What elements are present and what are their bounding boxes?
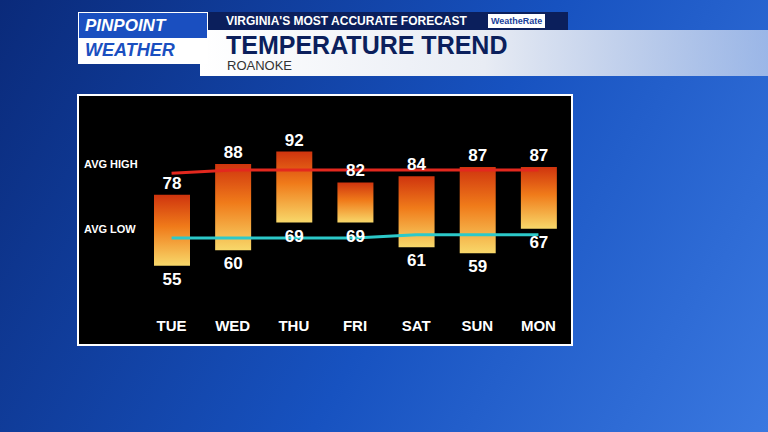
svg-text:AVG LOW: AVG LOW — [84, 223, 136, 235]
svg-text:FRI: FRI — [343, 317, 367, 334]
svg-text:69: 69 — [346, 227, 365, 246]
svg-text:88: 88 — [224, 143, 243, 162]
svg-text:61: 61 — [407, 251, 426, 270]
html-text:TEMPERATURE TREND: TEMPERATURE TREND — [226, 31, 508, 59]
svg-text:MON: MON — [521, 317, 556, 334]
svg-text:AVG HIGH: AVG HIGH — [84, 158, 138, 170]
svg-text:60: 60 — [224, 254, 243, 273]
svg-text:69: 69 — [285, 227, 304, 246]
svg-text:THU: THU — [278, 317, 309, 334]
svg-text:SUN: SUN — [461, 317, 493, 334]
svg-text:87: 87 — [468, 146, 487, 165]
html-text:WeatheRate: WeatheRate — [491, 16, 543, 26]
html-text:PINPOINT: PINPOINT — [85, 16, 166, 35]
svg-text:SAT: SAT — [402, 317, 431, 334]
svg-text:87: 87 — [529, 146, 548, 165]
svg-text:WED: WED — [215, 317, 250, 334]
svg-text:55: 55 — [163, 270, 182, 289]
svg-text:TUE: TUE — [157, 317, 187, 334]
html-text:VIRGINIA'S MOST ACCURATE FOREC: VIRGINIA'S MOST ACCURATE FORECAST — [226, 14, 467, 28]
svg-text:78: 78 — [163, 174, 182, 193]
svg-text:67: 67 — [529, 233, 548, 252]
html-text:WEATHER: WEATHER — [85, 40, 175, 60]
svg-text:59: 59 — [468, 257, 487, 276]
svg-text:92: 92 — [285, 131, 304, 150]
svg-text:84: 84 — [407, 155, 426, 174]
svg-text:82: 82 — [346, 161, 365, 180]
html-text:ROANOKE: ROANOKE — [227, 58, 292, 73]
